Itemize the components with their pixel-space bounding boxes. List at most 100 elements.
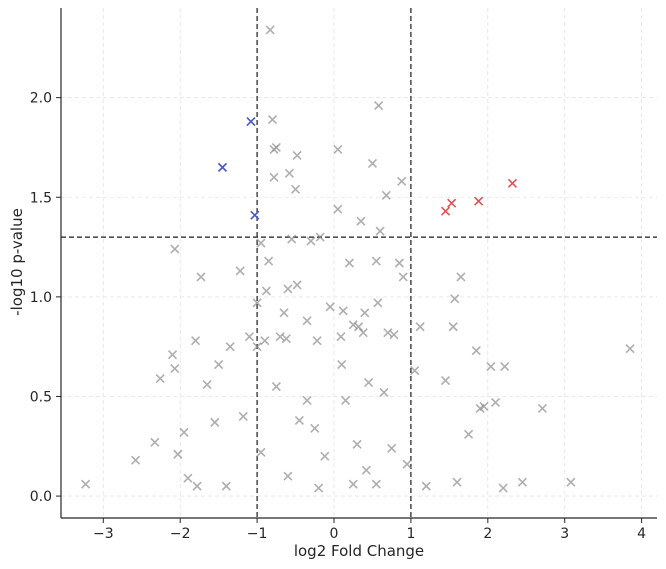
x-tick-label: 2 [483,526,492,542]
point-not-significant [452,477,462,487]
y-tick-label: 1.0 [30,290,52,306]
point-up [440,206,451,216]
point-not-significant [471,346,481,356]
point-not-significant [302,316,312,326]
point-not-significant [450,294,460,304]
point-not-significant [375,226,385,236]
x-tick-label: 0 [330,526,339,542]
point-not-significant [294,415,304,425]
point-not-significant [371,256,381,266]
point-not-significant [464,429,474,439]
point-not-significant [336,332,346,342]
point-not-significant [344,258,354,268]
point-not-significant [191,336,201,346]
point-not-significant [356,216,366,226]
point-not-significant [150,437,160,447]
point-not-significant [337,360,347,370]
y-tick-label: 2.0 [30,91,52,107]
point-not-significant [271,381,281,392]
point-not-significant [340,395,351,406]
point-not-significant [475,403,485,413]
point-not-significant [238,411,248,421]
point-up [507,178,517,188]
point-not-significant [265,25,275,35]
point-not-significant [500,362,510,372]
point-not-significant [260,336,270,346]
y-axis-ticks: 0.0 0.5 1.0 1.5 2.0 [30,91,61,505]
point-not-significant [338,306,348,316]
point-not-significant [210,417,220,427]
point-not-significant [179,427,189,437]
y-tick-label: 0.0 [30,489,52,505]
point-not-significant [383,328,393,338]
point-not-significant [269,172,279,182]
x-tick-label: 4 [637,526,646,542]
point-not-significant [225,342,235,352]
point-not-significant [214,360,224,370]
point-not-significant [292,280,302,290]
point-not-significant [261,286,271,296]
point-not-significant [284,168,294,178]
y-tick-label: 1.5 [30,190,52,206]
point-not-significant [292,150,302,160]
point-not-significant [312,336,322,346]
point-not-significant [421,481,431,491]
x-tick-label: 1 [406,526,415,542]
point-not-significant [281,334,291,344]
point-not-significant [358,328,368,338]
point-not-significant [410,366,420,376]
point-up [474,196,484,206]
point-not-significant [394,258,404,268]
point-down [217,162,228,172]
point-not-significant [625,344,635,354]
point-not-significant [379,387,389,398]
point-not-significant [387,443,397,453]
point-not-significant [183,473,193,483]
point-not-significant [498,483,508,493]
point-not-significant [398,272,408,282]
point-not-significant [279,308,289,318]
point-not-significant [256,447,266,457]
point-not-significant [320,451,330,461]
point-not-significant [367,158,378,168]
data-points [81,25,635,493]
point-not-significant [352,439,362,449]
point-not-significant [486,362,496,372]
point-not-significant [131,455,141,465]
point-not-significant [448,322,458,332]
point-not-significant [290,184,301,194]
point-not-significant [517,477,527,487]
point-not-significant [373,298,383,308]
point-not-significant [361,465,371,475]
point-not-significant [566,477,576,487]
point-not-significant [269,144,279,155]
point-down [246,116,256,127]
axes [60,8,657,519]
threshold-lines [61,8,657,518]
point-not-significant [348,320,358,330]
point-not-significant [371,479,381,489]
point-not-significant [283,284,293,294]
point-not-significant [256,238,266,248]
point-not-significant [252,342,262,352]
point-not-significant [81,479,91,489]
point-up [447,198,457,208]
point-not-significant [192,481,202,491]
point-not-significant [302,395,312,406]
point-not-significant [306,236,316,246]
point-not-significant [196,272,206,282]
x-axis-ticks: −3 −2 −1 0 1 2 3 4 [93,518,646,542]
point-not-significant [397,176,407,186]
point-not-significant [456,272,466,282]
point-not-significant [348,479,358,489]
gridlines [61,8,657,518]
point-not-significant [440,375,451,386]
point-not-significant [381,190,391,200]
point-not-significant [333,204,343,214]
x-axis-label: log2 Fold Change [294,542,424,560]
point-not-significant [389,330,399,340]
point-not-significant [167,350,178,360]
x-tick-label: 3 [560,526,569,542]
point-not-significant [173,449,183,459]
